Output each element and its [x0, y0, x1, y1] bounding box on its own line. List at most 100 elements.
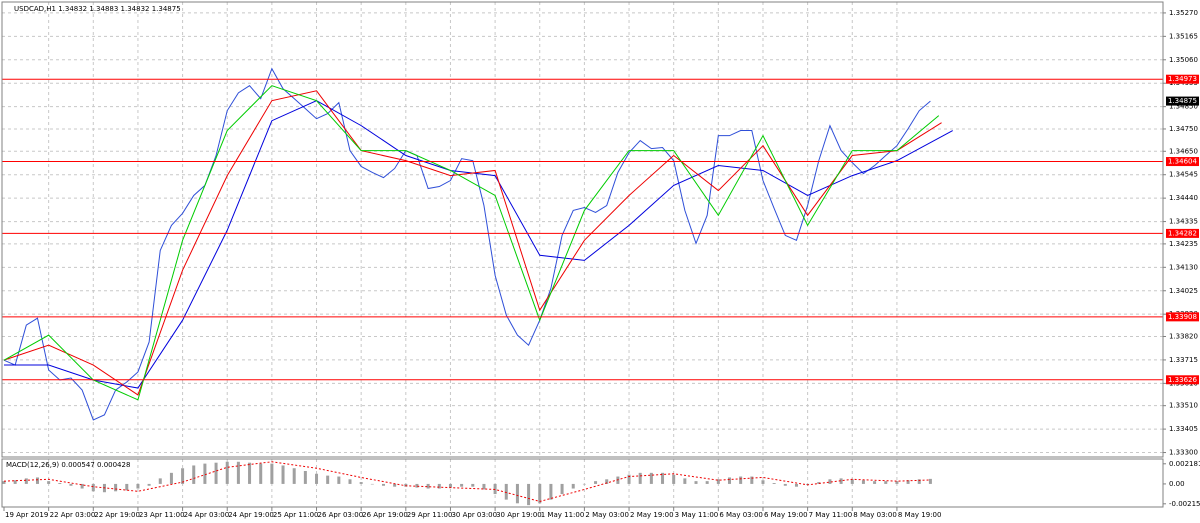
x-tick-label: 6 May 19:00: [764, 511, 808, 519]
macd-bar: [236, 461, 240, 484]
macd-bar: [649, 472, 653, 484]
macd-bar: [850, 479, 854, 484]
macd-bar: [203, 463, 207, 484]
x-tick-label: 29 Apr 11:00: [407, 511, 453, 519]
price-line: [3, 67, 931, 421]
x-tick-label: 23 Apr 11:00: [139, 511, 185, 519]
y-tick-label: 1.33405: [1169, 425, 1198, 433]
level-label: 1.34604: [1168, 158, 1197, 166]
macd-bar: [426, 483, 430, 489]
macd-bar: [906, 480, 910, 484]
macd-bar: [136, 483, 140, 489]
macd-bar: [91, 483, 95, 492]
macd-bar: [281, 465, 285, 484]
y-tick-label: 1.34850: [1169, 103, 1198, 111]
macd-bar: [772, 483, 776, 484]
y-tick-label: 1.34235: [1169, 240, 1198, 248]
macd-bar: [114, 483, 118, 492]
macd-bar: [538, 483, 542, 504]
macd-bar: [35, 477, 39, 484]
level-label: 1.33908: [1168, 313, 1197, 321]
x-tick-label: 22 Apr 03:00: [50, 511, 96, 519]
level-label: 1.33626: [1168, 376, 1197, 384]
level-label-box: [1166, 312, 1199, 322]
macd-bar: [683, 478, 687, 484]
macd-bar: [928, 478, 932, 484]
x-tick-label: 25 Apr 11:00: [273, 511, 319, 519]
macd-bar: [750, 476, 754, 484]
macd-bar: [884, 481, 888, 484]
x-tick-label: 3 May 11:00: [675, 511, 719, 519]
macd-bar: [47, 481, 51, 484]
macd-bar: [460, 483, 464, 487]
x-tick-label: 26 Apr 03:00: [318, 511, 364, 519]
macd-bar: [348, 479, 352, 484]
macd-bar: [716, 479, 720, 484]
macd-bar: [817, 482, 821, 484]
macd-bar: [225, 461, 229, 484]
x-tick-label: 1 May 11:00: [541, 511, 585, 519]
macd-bar: [270, 463, 274, 484]
macd-bar: [359, 482, 363, 484]
y-tick-label: 1.35270: [1169, 9, 1198, 17]
macd-bar: [571, 483, 575, 489]
macd-bar: [672, 474, 676, 484]
macd-bar: [839, 478, 843, 484]
macd-bar: [80, 483, 84, 489]
macd-bar: [594, 481, 598, 484]
y-tick-label: 1.34130: [1169, 263, 1198, 271]
macd-bar: [169, 472, 173, 484]
y-tick-label: 1.34750: [1169, 125, 1198, 133]
macd-bar: [214, 462, 218, 484]
macd-bar: [315, 473, 319, 484]
signal-line: [3, 461, 931, 502]
macd-bar: [694, 481, 698, 484]
chart-title: USDCAD,H1 1.34832 1.34883 1.34832 1.3487…: [14, 5, 181, 13]
macd-bar: [393, 483, 397, 487]
macd-bar: [147, 483, 151, 486]
macd-bar: [527, 483, 531, 506]
x-tick-label: 8 May 19:00: [898, 511, 942, 519]
y-tick-label: 1.34650: [1169, 147, 1198, 155]
x-tick-label: 19 Apr 2019: [5, 511, 48, 519]
level-label-box: [1166, 157, 1199, 167]
macd-bar: [638, 472, 642, 484]
macd-bar: [125, 483, 129, 491]
level-label: 1.34973: [1168, 75, 1197, 83]
macd-bar: [917, 479, 921, 484]
moving-average: [3, 85, 940, 401]
macd-bar: [560, 483, 564, 495]
macd-bar: [582, 483, 586, 485]
level-label-box: [1166, 228, 1199, 238]
x-tick-label: 8 May 03:00: [853, 511, 897, 519]
macd-bar: [627, 474, 631, 484]
y-tick-label: 1.34335: [1169, 218, 1198, 226]
y-tick-label: 1.34545: [1169, 171, 1198, 179]
macd-bar: [69, 483, 73, 486]
macd-bar: [482, 483, 486, 490]
macd-bar: [504, 483, 508, 500]
y-tick-label: 1.33820: [1169, 332, 1198, 340]
x-tick-label: 30 Apr 19:00: [496, 511, 542, 519]
macd-bar: [794, 483, 798, 487]
main-frame: [1, 1, 1164, 458]
macd-bar: [471, 483, 475, 487]
macd-bar: [158, 478, 162, 484]
macd-frame: [1, 458, 1164, 508]
macd-bar: [370, 483, 374, 485]
y-tick-label: 1.35165: [1169, 32, 1198, 40]
macd-bar: [549, 483, 553, 500]
macd-bar: [192, 465, 196, 484]
macd-bar: [861, 480, 865, 484]
level-label-box: [1166, 375, 1199, 385]
last-price-box: [1166, 96, 1199, 106]
x-tick-label: 2 May 19:00: [630, 511, 674, 519]
macd-bar: [337, 476, 341, 484]
last-price-label: 1.34875: [1168, 97, 1197, 105]
macd-bar: [705, 481, 709, 484]
macd-bar: [727, 477, 731, 484]
macd-bar: [292, 468, 296, 484]
macd-bar: [873, 481, 877, 484]
macd-bar: [828, 479, 832, 484]
